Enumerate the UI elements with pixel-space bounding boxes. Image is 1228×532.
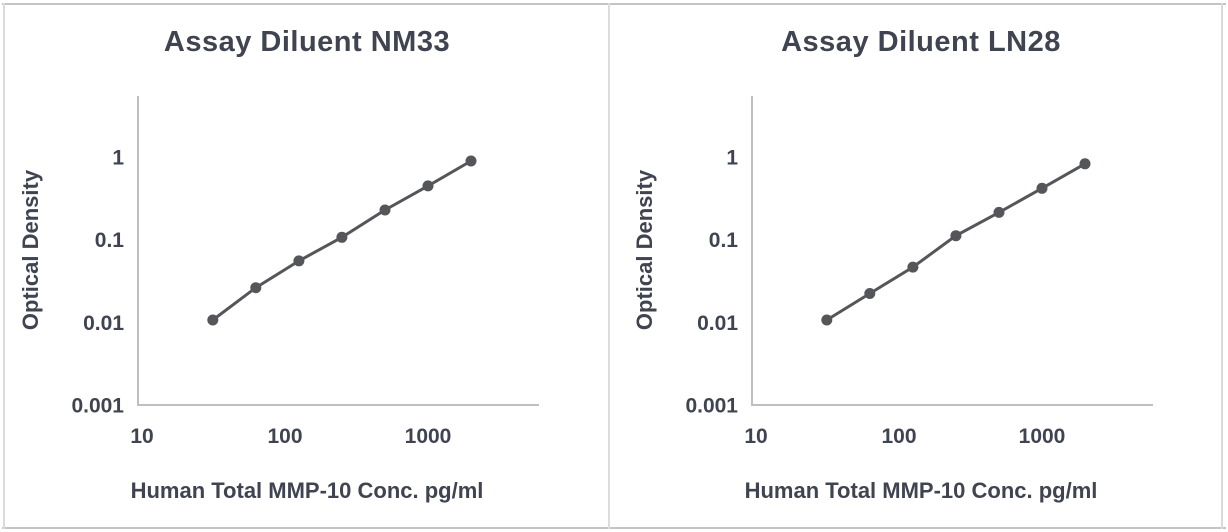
data-point — [821, 314, 833, 326]
y-tick-label: 0.01 — [83, 312, 124, 335]
data-point — [950, 230, 962, 242]
axis-lines — [751, 96, 1153, 406]
data-point — [336, 231, 348, 243]
plot-area-ln28: 1 0.1 0.01 0.001 10 100 1000 — [685, 96, 1153, 448]
frame-border-top — [2, 3, 1226, 5]
axis-lines — [137, 96, 539, 406]
x-tick-label: 100 — [267, 425, 302, 448]
data-point — [293, 255, 305, 267]
x-tick-label: 10 — [130, 425, 153, 448]
x-tick-label: 100 — [881, 425, 916, 448]
data-point — [864, 288, 876, 299]
data-point — [250, 282, 262, 294]
y-tick-label: 0.001 — [71, 395, 124, 418]
frame-border-bottom — [2, 527, 1226, 529]
y-axis-title: Optical Density — [18, 169, 43, 331]
data-point — [207, 314, 219, 326]
data-point — [993, 206, 1005, 218]
data-point — [907, 261, 919, 273]
frame-border-left — [3, 3, 5, 529]
x-tick-label: 1000 — [1019, 425, 1066, 448]
chart-title: Assay Diluent NM33 — [163, 26, 451, 58]
y-tick-label: 0.1 — [95, 229, 125, 252]
y-axis-title: Optical Density — [632, 169, 657, 331]
chart-title: Assay Diluent LN28 — [781, 26, 1061, 58]
data-point — [379, 204, 391, 216]
y-tick-label: 1 — [726, 147, 738, 170]
panel-divider — [608, 3, 610, 529]
y-tick-label: 0.001 — [685, 395, 738, 418]
x-tick-label: 10 — [744, 425, 767, 448]
y-tick-label: 0.01 — [697, 312, 738, 335]
data-point — [422, 180, 434, 192]
x-axis-title: Human Total MMP-10 Conc. pg/ml — [130, 478, 484, 503]
chart-panel-ln28: 1 0.1 0.01 0.001 10 100 1000 Assay Diluent LN2… — [614, 0, 1228, 532]
data-point — [1079, 158, 1091, 170]
data-point — [465, 155, 477, 167]
data-point — [1036, 182, 1048, 194]
x-tick-label: 1000 — [405, 425, 452, 448]
plot-area-nm33: 1 0.1 0.01 0.001 10 100 1000 — [71, 96, 539, 448]
frame-border-right — [1221, 3, 1223, 529]
x-axis-title: Human Total MMP-10 Conc. pg/ml — [744, 478, 1098, 503]
y-tick-label: 1 — [112, 147, 124, 170]
chart-panel-nm33: 1 0.1 0.01 0.001 10 100 1000 Assay Diluent NM3… — [18, 26, 539, 503]
y-tick-label: 0.1 — [709, 229, 739, 252]
